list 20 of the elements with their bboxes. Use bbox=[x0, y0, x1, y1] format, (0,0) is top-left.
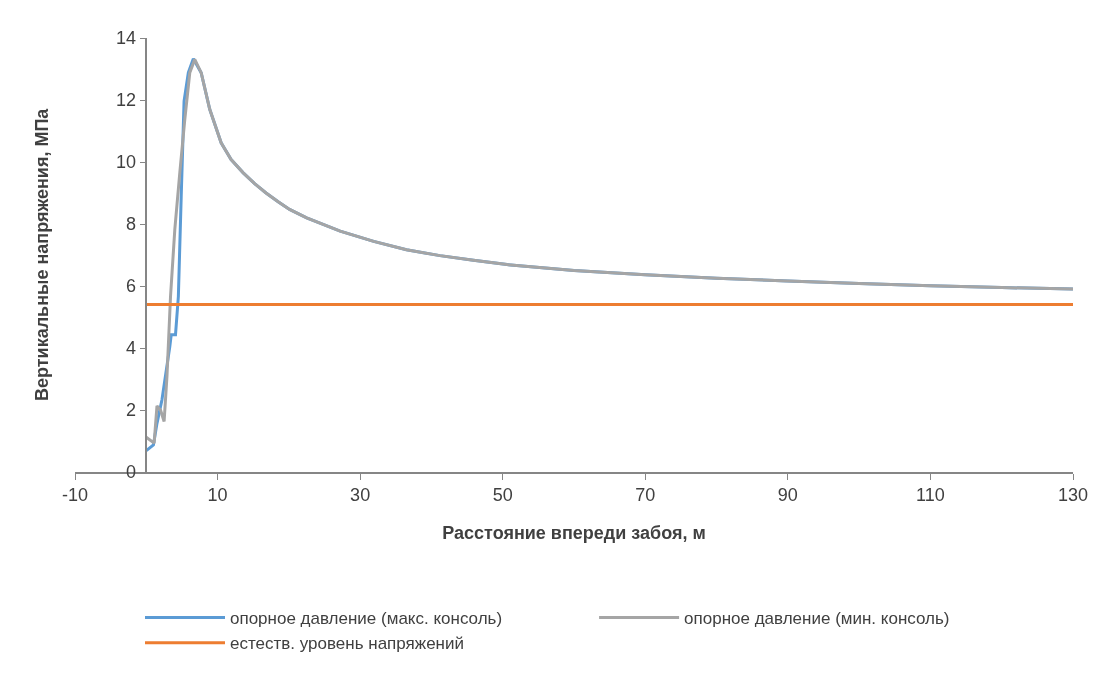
y-tick-label: 4 bbox=[125, 338, 136, 359]
x-tick-label: 130 bbox=[1057, 485, 1089, 506]
y-tick-label: 8 bbox=[125, 214, 136, 235]
x-tick-label: 30 bbox=[350, 485, 371, 506]
x-tick-label: 10 bbox=[207, 485, 228, 506]
legend-label: опорное давление (мин. консоль) bbox=[684, 609, 950, 629]
y-tick-label: 6 bbox=[125, 276, 136, 297]
y-tick-label: 10 bbox=[115, 152, 136, 173]
x-tick-label: 50 bbox=[492, 485, 513, 506]
legend-label: опорное давление (макс. консоль) bbox=[230, 609, 503, 629]
x-tick-label: 70 bbox=[635, 485, 656, 506]
x-tick-label: 90 bbox=[777, 485, 798, 506]
y-tick-label: 2 bbox=[125, 400, 136, 421]
y-tick-label: 12 bbox=[115, 90, 136, 111]
x-tick-label: 110 bbox=[916, 485, 945, 506]
y-tick-label: 14 bbox=[115, 28, 136, 49]
y-axis-title: Вертикальные напряжения, МПа bbox=[32, 107, 52, 401]
x-axis-title: Расстояние впереди забоя, м bbox=[442, 522, 706, 543]
x-tick-label: -10 bbox=[61, 485, 89, 506]
legend-label: естеств. уровень напряжений bbox=[230, 634, 464, 654]
